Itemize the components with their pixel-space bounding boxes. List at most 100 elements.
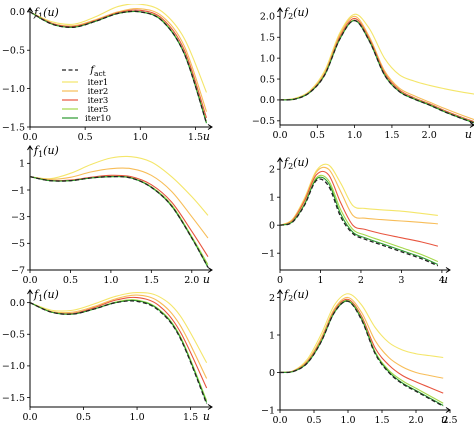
- x-tick-label: 0.0: [22, 132, 37, 143]
- y-tick-label: 1.5: [260, 33, 275, 44]
- y-tick-label: 0: [269, 368, 275, 379]
- y-axis-label: f1(u): [33, 288, 59, 303]
- x-axis-arrow: [445, 267, 451, 273]
- series-line-iter3: [30, 9, 208, 118]
- x-tick-label: 1.5: [183, 412, 198, 423]
- chart-panel-row1-left: 0.0 0.5 1.0 1.5 0.0 −0.5 −1.0 −1.5 f1(u) u: [2, 4, 213, 143]
- x-tick-label: 0.5: [306, 415, 321, 426]
- series-line-iter1: [30, 4, 207, 93]
- y-tick-label: −0.5: [252, 116, 275, 127]
- y-tick-label: 0: [269, 221, 275, 232]
- x-tick-label: 1.0: [103, 275, 118, 286]
- y-tick-label: 2: [269, 165, 275, 176]
- series-line-iter5: [30, 10, 208, 122]
- y-tick-label: 0.5: [260, 74, 275, 85]
- x-axis-label: u: [203, 410, 210, 423]
- chart-panel-row2-right: 0 1 2 3 4 2 1 0 −1 f2(u) u: [261, 156, 451, 286]
- x-axis-label: u: [203, 130, 210, 143]
- series-line-iter3: [30, 174, 209, 257]
- x-tick-label: 2.5: [442, 415, 457, 426]
- y-tick-label: 2: [269, 293, 275, 304]
- series-group: [30, 4, 208, 124]
- y-tick-label: −0.5: [2, 330, 25, 341]
- series-line-iter10: [30, 10, 208, 124]
- legend-label-iter2: iter2: [88, 87, 109, 97]
- y-tick-label: −7: [11, 265, 25, 276]
- legend-label-iter1: iter1: [88, 78, 109, 88]
- y-tick-label: −1.5: [2, 122, 25, 133]
- x-tick-label: 1.0: [340, 415, 355, 426]
- x-axis-arrow: [207, 267, 213, 273]
- y-tick-label: −1.0: [2, 84, 25, 95]
- y-axis-arrow: [277, 289, 283, 295]
- chart-panel-row1-right: 0.0 0.5 1.0 1.5 2.0 2.0 1.5 1.0 0.5 0.0 −0.5 f2(u) u: [252, 6, 474, 141]
- x-tick-label: 2.0: [184, 275, 199, 286]
- y-axis-arrow: [27, 7, 33, 13]
- y-tick-label: 0.0: [10, 298, 25, 309]
- series-line-f_act: [280, 178, 439, 267]
- x-tick-label: 0.5: [76, 412, 91, 423]
- series-line-iter10: [280, 176, 439, 265]
- x-tick-label: 0: [277, 275, 283, 286]
- x-axis-arrow: [207, 404, 213, 410]
- legend-label-iter10: iter10: [85, 114, 111, 124]
- legend-label-f_act: fact: [89, 65, 105, 78]
- y-tick-label: 2.0: [260, 12, 275, 23]
- series-group: [30, 291, 208, 405]
- x-tick-label: 0.5: [78, 132, 93, 143]
- y-axis-arrow: [27, 145, 33, 151]
- series-line-iter5: [280, 19, 474, 124]
- x-tick-label: 1: [317, 275, 323, 286]
- legend-label-iter5: iter5: [88, 105, 109, 115]
- series-line-iter10: [30, 176, 209, 268]
- y-axis-label: f2(u): [283, 288, 309, 303]
- y-tick-label: 1.0: [260, 53, 275, 64]
- x-axis-arrow: [469, 122, 474, 128]
- series-group: [280, 13, 474, 124]
- y-tick-label: 0.0: [10, 7, 25, 18]
- y-tick-label: −5: [11, 239, 25, 250]
- x-tick-label: 1.0: [347, 130, 362, 141]
- series-line-iter2: [30, 167, 209, 239]
- chart-panel-row2-left: 0.0 0.5 1.0 1.5 2.0 1 −1 −3 −5 −7 f1(u) u: [11, 144, 213, 286]
- y-tick-label: −1: [261, 405, 275, 416]
- x-tick-label: 3: [398, 275, 404, 286]
- series-line-iter1: [30, 155, 209, 216]
- x-axis-arrow: [207, 124, 213, 130]
- x-tick-label: 1.5: [188, 132, 203, 143]
- x-tick-label: 2.0: [408, 415, 423, 426]
- series-line-iter2: [280, 15, 474, 121]
- chart-panel-row3-right: 0.0 0.5 1.0 1.5 2.0 2.5 2 1 0 −1 f2(u) u: [261, 288, 458, 426]
- x-tick-label: 1.5: [384, 130, 399, 141]
- series-line-iter2: [280, 166, 438, 226]
- y-axis-label: f2(u): [283, 156, 309, 171]
- series-line-f_act: [30, 175, 209, 268]
- series-line-iter2: [30, 8, 208, 112]
- y-tick-label: 1: [269, 330, 275, 341]
- x-tick-label: 0.0: [22, 412, 37, 423]
- x-axis-label: u: [441, 413, 448, 426]
- series-line-f_act: [280, 19, 474, 124]
- x-axis-label: u: [203, 273, 210, 286]
- x-tick-label: 0.5: [63, 275, 78, 286]
- y-tick-label: 0.0: [260, 95, 275, 106]
- series-group: [30, 155, 209, 268]
- y-tick-label: −1: [11, 185, 25, 196]
- x-tick-label: 0.5: [310, 130, 325, 141]
- y-tick-label: −1.5: [2, 393, 25, 404]
- y-axis-arrow: [277, 7, 283, 13]
- series-line-iter2: [30, 294, 208, 379]
- series-group: [280, 293, 444, 407]
- series-line-iter10: [30, 299, 208, 403]
- x-tick-label: 1.0: [133, 132, 148, 143]
- series-line-f_act: [280, 300, 444, 407]
- series-line-iter3: [280, 170, 438, 247]
- series-line-iter1: [280, 163, 438, 226]
- series-line-iter10: [280, 19, 474, 124]
- x-tick-label: 1.5: [374, 415, 389, 426]
- series-line-iter1: [30, 291, 208, 364]
- series-line-iter1: [280, 13, 474, 101]
- chart-panel-row3-left: 0.0 0.5 1.0 1.5 0.0 −0.5 −1.0 −1.5 f1(u) u: [2, 288, 213, 423]
